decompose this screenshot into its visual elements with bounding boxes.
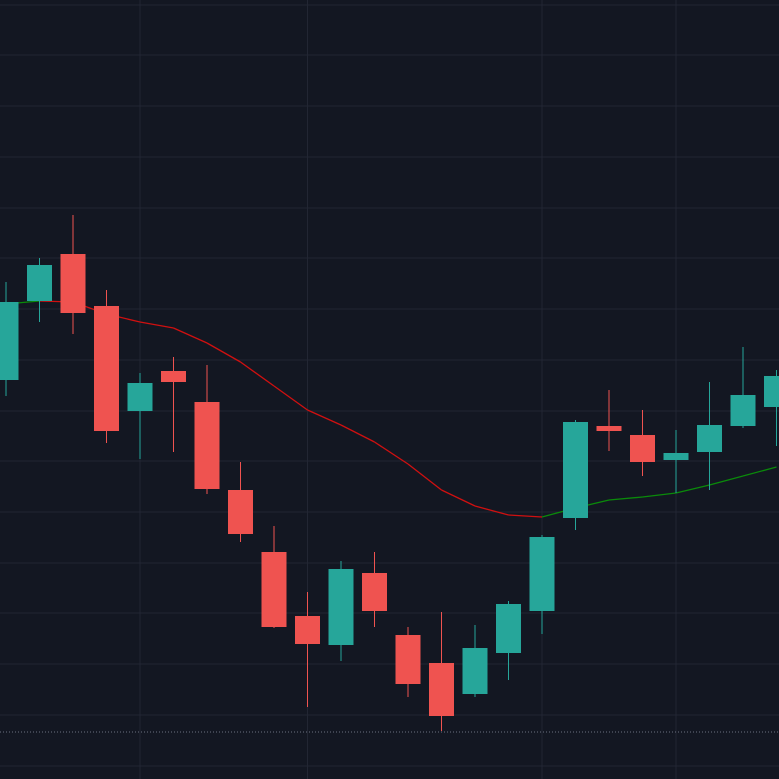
ma-segment: [139, 321, 174, 329]
ma-segment: [240, 361, 275, 387]
candle-body: [529, 537, 555, 611]
candle-body: [563, 422, 588, 518]
candle-body: [228, 490, 253, 534]
ma-segment: [307, 409, 342, 426]
ma-segment: [206, 342, 241, 363]
candle-body: [261, 552, 287, 627]
candle-body: [295, 616, 320, 644]
candle-body: [462, 648, 488, 694]
candle-body: [429, 663, 454, 716]
ma-segment: [608, 496, 643, 501]
ma-segment: [407, 463, 442, 491]
candle-body: [194, 402, 220, 489]
ma-segment: [273, 385, 308, 411]
candle-body: [395, 635, 421, 684]
candle-body: [596, 426, 622, 431]
ma-segment: [508, 514, 543, 518]
ma-segment: [441, 489, 476, 507]
candle-body: [362, 573, 387, 611]
candle-body: [764, 376, 779, 407]
candle-body: [630, 435, 655, 462]
candle-body: [496, 604, 521, 653]
candle-body: [94, 306, 119, 431]
candle-body: [127, 383, 153, 411]
ma-segment: [474, 505, 509, 516]
ma-segment: [340, 424, 375, 443]
ma-segment: [173, 327, 208, 344]
ma-segment: [642, 492, 677, 498]
ma-segment: [709, 475, 744, 486]
candle-body: [161, 371, 186, 382]
ma-segment: [675, 484, 710, 494]
ma-segment: [374, 441, 409, 465]
candle-body: [0, 302, 19, 380]
candle-body: [60, 254, 86, 313]
candle-body: [27, 265, 52, 301]
candle-body: [663, 453, 689, 460]
candle-body: [730, 395, 756, 426]
ma-segment: [742, 466, 777, 477]
candle-body: [697, 425, 722, 452]
candle-body: [328, 569, 354, 645]
